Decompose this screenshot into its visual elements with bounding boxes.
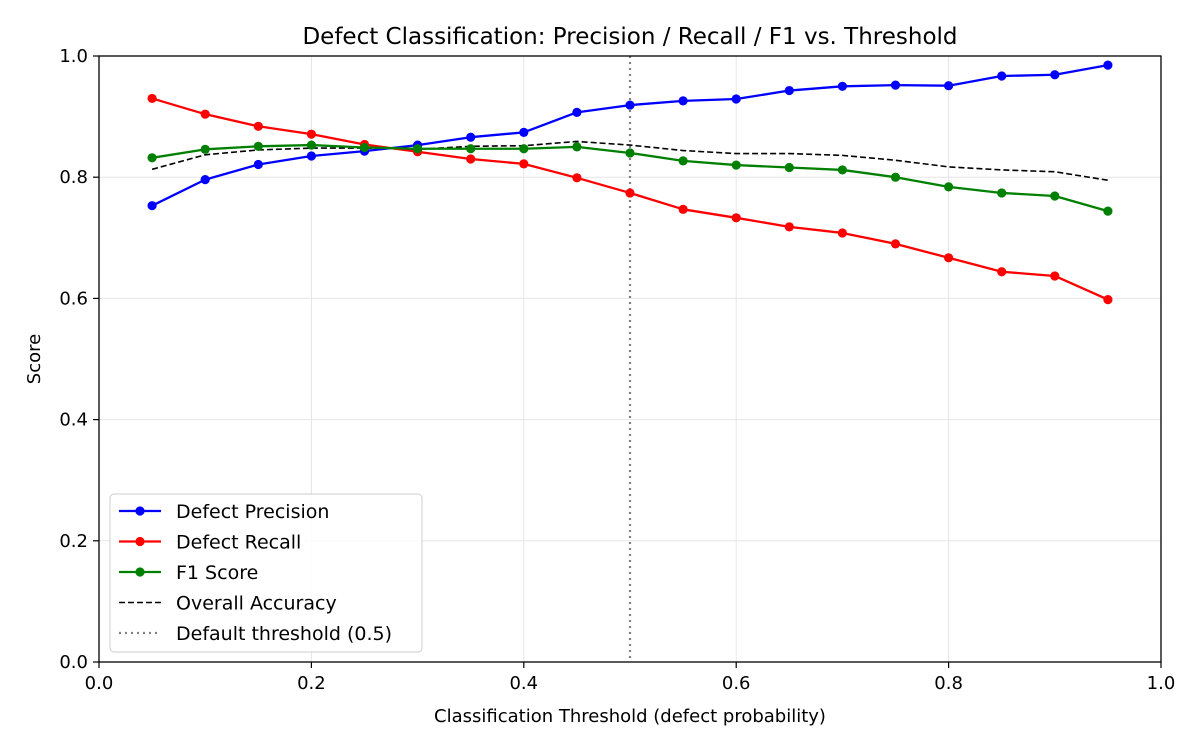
defect-recall-point	[572, 173, 582, 183]
legend-label-overall-accuracy: Overall Accuracy	[176, 593, 337, 615]
defect-precision-point	[306, 151, 316, 161]
legend-label-f1-score: F1 Score	[176, 562, 258, 584]
y-axis-label: Score	[24, 334, 45, 384]
defect-recall-point	[519, 159, 529, 169]
y-tick-label: 0.2	[59, 531, 88, 552]
x-axis-label: Classification Threshold (defect probabi…	[434, 706, 826, 727]
defect-recall-point	[837, 228, 848, 238]
defect-precision-point	[890, 80, 901, 90]
x-tick-label: 0.6	[722, 673, 751, 694]
f1-score-point	[147, 153, 157, 163]
f1-score-point	[572, 142, 582, 152]
defect-recall-point	[784, 222, 794, 232]
defect-recall-point	[625, 188, 635, 198]
overall-accuracy-line	[151, 140, 1109, 182]
defect-recall-point	[466, 154, 476, 164]
legend-box	[109, 493, 423, 653]
f1-score-point	[890, 172, 901, 182]
x-tick-label: 1.0	[1147, 673, 1176, 694]
legend: Defect Precision Defect Recall F1 Score Ove…	[109, 493, 423, 653]
defect-precision-point	[200, 175, 210, 185]
x-tick-label: 0.0	[85, 673, 114, 694]
legend-marker-f1-score	[135, 567, 145, 577]
f1-score-point	[625, 148, 635, 158]
defect-precision-point	[784, 85, 794, 96]
x-tick-label: 0.2	[297, 673, 326, 694]
f1-score-point	[944, 182, 954, 192]
defect-precision-point	[731, 94, 741, 104]
defect-precision-point	[253, 159, 263, 170]
legend-marker-defect-recall	[135, 536, 145, 547]
defect-precision-point	[1050, 70, 1060, 80]
f1-score-point	[678, 156, 688, 166]
defect-precision-point	[1103, 60, 1113, 70]
defect-recall-point	[306, 129, 316, 139]
defect-recall-point	[997, 267, 1007, 277]
defect-precision-point	[625, 100, 635, 110]
defect-recall-point	[253, 121, 263, 131]
defect-recall-point	[731, 213, 741, 223]
defect-recall-point	[678, 204, 688, 214]
defect-precision-point	[997, 71, 1007, 81]
series-layer	[147, 60, 1113, 305]
y-tick-label: 0.4	[59, 410, 88, 431]
x-tick-label: 0.8	[934, 673, 963, 694]
defect-recall-point	[1103, 295, 1113, 305]
y-tick-label: 1.0	[59, 46, 88, 67]
legend-label-defect-precision: Defect Precision	[176, 501, 329, 523]
axis-ticks: 0.0 0.2 0.4 0.6 0.8 1.0 0.0 0.2 0.4 0.6 0.8 1.0	[59, 46, 1175, 694]
f1-score-point	[784, 162, 794, 173]
defect-precision-point	[837, 81, 848, 91]
defect-precision-point	[678, 96, 688, 106]
f1-score-point	[731, 160, 741, 170]
defect-precision-point	[572, 107, 582, 117]
chart-title: Defect Classification: Precision / Recal…	[302, 24, 957, 50]
f1-score-point	[1103, 206, 1113, 216]
defect-recall-point	[944, 253, 954, 263]
f1-score-point	[519, 144, 529, 154]
legend-marker-defect-precision	[135, 506, 145, 516]
f1-score-point	[997, 188, 1007, 198]
legend-label-default-threshold-0-5: Default threshold (0.5)	[176, 623, 392, 645]
plot-frame	[98, 55, 1162, 663]
y-tick-label: 0.6	[59, 288, 88, 309]
defect-recall-point	[147, 93, 157, 104]
f1-score-point	[359, 142, 370, 153]
defect-recall-point	[1050, 271, 1060, 281]
defect-recall-point	[200, 109, 210, 119]
f1-score-point	[200, 144, 210, 154]
f1-score-point	[837, 165, 848, 175]
f1-score-point	[1050, 191, 1060, 201]
f1-score-point	[253, 141, 263, 151]
defect-precision-point	[147, 201, 157, 211]
defect-precision-point	[519, 127, 529, 137]
f1-score-point	[413, 144, 423, 154]
y-tick-label: 0.8	[59, 167, 88, 188]
f1-score-point	[306, 140, 316, 150]
defect-recall-point	[890, 239, 901, 249]
legend-label-defect-recall: Defect Recall	[176, 532, 301, 554]
defect-precision-point	[466, 132, 476, 142]
x-tick-label: 0.4	[509, 673, 538, 694]
f1-score-point	[466, 144, 476, 154]
defect-precision-point	[944, 81, 954, 91]
y-tick-label: 0.0	[59, 652, 88, 673]
